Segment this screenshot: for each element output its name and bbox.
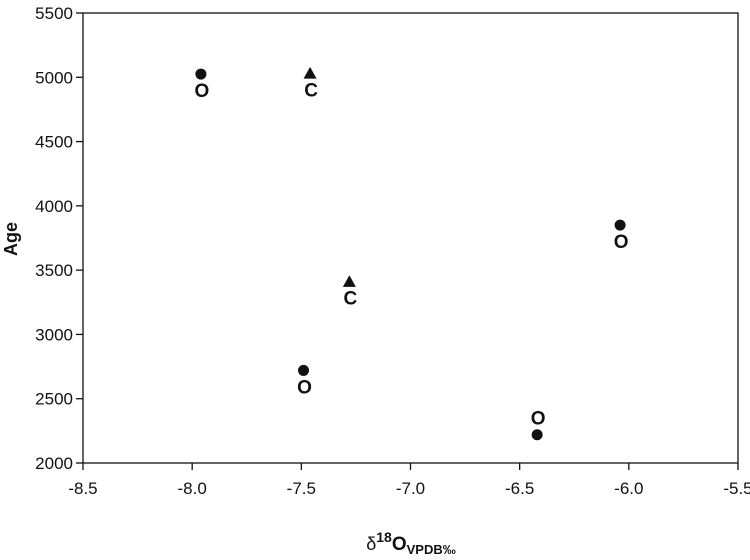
y-tick-label: 5000	[35, 68, 73, 87]
y-tick-label: 3500	[35, 261, 73, 280]
y-tick-label: 2500	[35, 390, 73, 409]
y-tick-label: 4000	[35, 197, 73, 216]
x-axis-title: δ18OVPDB‰	[366, 529, 456, 557]
x-axis-title-sub: VPDB‰	[407, 542, 456, 557]
y-axis-title: Age	[1, 222, 21, 256]
point-label: C	[343, 289, 357, 310]
plot-area	[82, 12, 739, 464]
point-label: O	[195, 81, 210, 102]
x-axis-title-prefix: δ	[366, 534, 376, 554]
triangle-marker	[342, 275, 356, 287]
triangle-marker	[303, 66, 317, 79]
plot-frame	[82, 12, 739, 464]
point-label: C	[304, 80, 318, 101]
y-tick-label: 4500	[35, 133, 73, 152]
x-tick-label: -7.0	[396, 479, 425, 498]
circle-marker	[298, 364, 310, 376]
y-tick-label: 5500	[35, 4, 73, 23]
data-points: O C C O O O	[195, 66, 629, 441]
x-tick-label: -8.5	[68, 479, 97, 498]
point-label: O	[614, 232, 629, 253]
y-tick-label: 2000	[35, 454, 73, 473]
circle-marker	[614, 219, 626, 231]
x-tick-label: -6.5	[505, 479, 534, 498]
x-axis: -8.5 -8.0 -7.5 -7.0 -6.5 -6.0 -5.5	[68, 463, 750, 498]
circle-marker	[531, 429, 543, 441]
y-axis: 2000 2500 3000 3500 4000 4500 5000 5500	[35, 4, 83, 473]
x-tick-label: -8.0	[178, 479, 207, 498]
point-label: O	[297, 377, 312, 398]
circle-marker	[195, 68, 207, 80]
y-tick-label: 3000	[35, 325, 73, 344]
x-tick-label: -5.5	[723, 479, 750, 498]
x-tick-label: -7.5	[287, 479, 316, 498]
x-tick-label: -6.0	[614, 479, 643, 498]
point-label: O	[531, 409, 546, 430]
x-axis-title-sup: 18	[376, 529, 392, 545]
x-axis-title-main: O	[392, 534, 407, 555]
